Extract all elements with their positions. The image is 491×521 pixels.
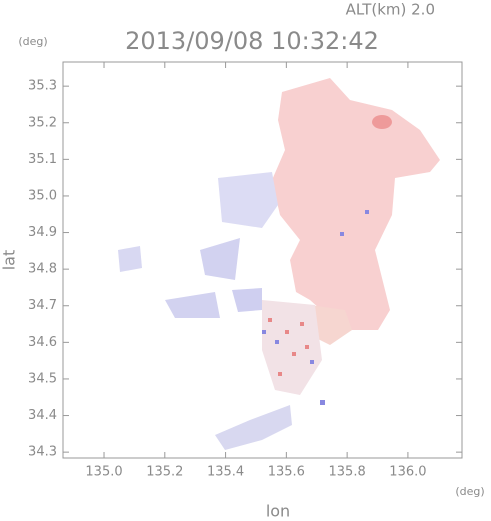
x-axis-label: lon bbox=[266, 502, 290, 521]
subtitle: ALT(km) 2.0 bbox=[346, 1, 435, 19]
y-tick-label: 35.1 bbox=[28, 152, 57, 167]
negative-region bbox=[232, 288, 262, 312]
chart-title: 2013/09/08 10:32:42 bbox=[125, 27, 379, 55]
y-tick-label: 34.8 bbox=[28, 262, 57, 277]
positive-region bbox=[272, 78, 440, 330]
plot-frame bbox=[62, 61, 463, 459]
negative-region bbox=[165, 292, 220, 318]
y-tick-label: 34.6 bbox=[28, 335, 57, 350]
y-tick-label: 34.5 bbox=[28, 371, 57, 386]
negative-region bbox=[200, 238, 240, 280]
negative-region bbox=[218, 172, 278, 228]
y-unit: (deg) bbox=[18, 35, 47, 48]
x-tick-label: 135.0 bbox=[85, 465, 122, 480]
x-tick-label: 135.4 bbox=[207, 465, 244, 480]
mixed-region bbox=[262, 300, 322, 395]
x-unit: (deg) bbox=[455, 485, 484, 498]
x-tick-label: 135.8 bbox=[329, 465, 366, 480]
velocity-field bbox=[118, 78, 440, 450]
negative-region bbox=[215, 405, 292, 450]
y-tick-label: 35.2 bbox=[28, 115, 57, 130]
x-tick-label: 135.6 bbox=[268, 465, 305, 480]
x-tick-label: 136.0 bbox=[389, 465, 426, 480]
y-tick-label: 34.7 bbox=[28, 298, 57, 313]
positive-core bbox=[372, 115, 392, 129]
y-axis-label: lat bbox=[0, 250, 19, 271]
y-tick-label: 35.0 bbox=[28, 188, 57, 203]
positive-region bbox=[310, 305, 352, 345]
negative-region bbox=[118, 246, 142, 272]
y-tick-label: 34.3 bbox=[28, 445, 57, 460]
y-tick-label: 35.3 bbox=[28, 79, 57, 94]
y-tick-label: 34.4 bbox=[28, 408, 57, 423]
speckles bbox=[268, 318, 309, 376]
x-tick-label: 135.2 bbox=[146, 465, 183, 480]
y-tick-label: 34.9 bbox=[28, 225, 57, 240]
speckles bbox=[262, 210, 369, 405]
